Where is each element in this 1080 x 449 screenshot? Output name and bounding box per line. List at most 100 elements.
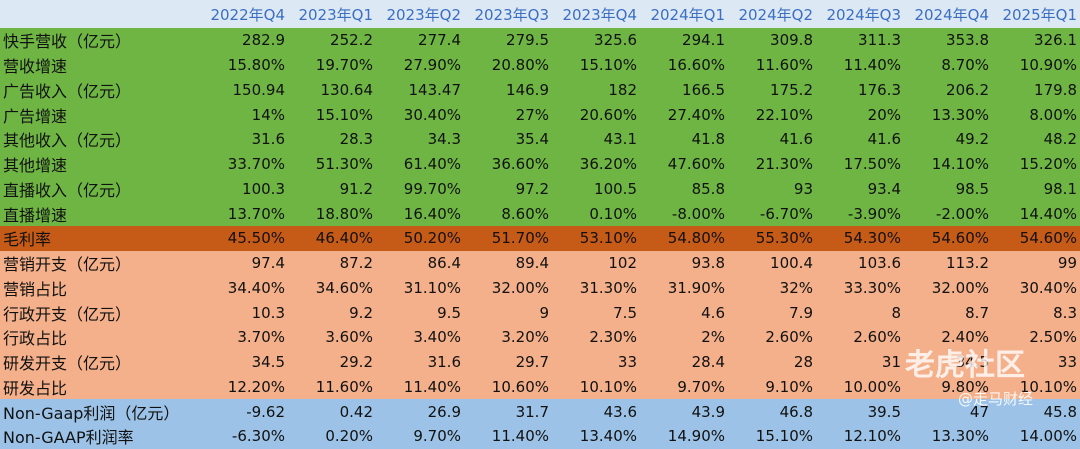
value-cell: 27%	[464, 102, 552, 127]
value-cell: 35.4	[464, 127, 552, 152]
value-cell: 3.60%	[288, 325, 376, 350]
value-cell: 11.60%	[728, 52, 816, 78]
value-cell: 16.40%	[376, 201, 464, 226]
value-cell: 87.2	[288, 250, 376, 276]
value-cell: 99	[992, 250, 1080, 276]
value-cell: 2.60%	[728, 325, 816, 350]
value-cell: 54.60%	[904, 226, 992, 251]
row-label: 其他增速	[0, 151, 200, 177]
value-cell: 9.70%	[640, 374, 728, 400]
value-cell: 27.90%	[376, 52, 464, 78]
value-cell: 36.60%	[464, 151, 552, 177]
table-row: 毛利率 45.50% 46.40% 50.20% 51.70% 53.10% 54.80% 5…	[0, 226, 1080, 251]
value-cell: 325.6	[552, 28, 640, 53]
value-cell: 34.3	[376, 127, 464, 152]
value-cell: 41.8	[640, 127, 728, 152]
value-cell: 19.70%	[288, 52, 376, 78]
value-cell: 15.10%	[288, 102, 376, 127]
watermark-account: @走马财经	[958, 390, 1034, 408]
value-cell: 20%	[816, 102, 904, 127]
value-cell: 11.40%	[816, 52, 904, 78]
value-cell: 45.50%	[200, 226, 288, 251]
value-cell: 85.8	[640, 176, 728, 202]
value-cell: 4.6	[640, 300, 728, 325]
value-cell: 3.40%	[376, 325, 464, 350]
table-row: 广告收入（亿元） 150.94 130.64 143.47 146.9 182 166.5 1…	[0, 77, 1080, 103]
row-label: 行政开支（亿元）	[0, 300, 200, 325]
table-row: 行政开支（亿元） 10.3 9.2 9.5 9 7.5 4.6 7.9 8 8.7 8.3	[0, 300, 1080, 325]
value-cell: 54.80%	[640, 226, 728, 251]
value-cell: 28.3	[288, 127, 376, 152]
value-cell: 46.40%	[288, 226, 376, 251]
header-cell: 2023年Q4	[552, 0, 640, 28]
value-cell: 13.70%	[200, 201, 288, 226]
value-cell: 49.2	[904, 127, 992, 152]
value-cell: 326.1	[992, 28, 1080, 53]
row-label: 营销占比	[0, 275, 200, 301]
table-row: 广告增速 14% 15.10% 30.40% 27% 20.60% 27.40% 22.10%…	[0, 102, 1080, 127]
value-cell: 47	[904, 399, 992, 424]
value-cell: -6.70%	[728, 201, 816, 226]
value-cell: 2%	[640, 325, 728, 350]
header-cell: 2023年Q2	[376, 0, 464, 28]
value-cell: 279.5	[464, 28, 552, 53]
row-label: 毛利率	[0, 226, 200, 251]
value-cell: 282.9	[200, 28, 288, 53]
value-cell: 31	[816, 349, 904, 375]
table-row: 研发开支（亿元） 34.5 29.2 31.6 29.7 33 28.4 28 31 34.5 33	[0, 349, 1080, 375]
value-cell: 0.10%	[552, 201, 640, 226]
value-cell: 14%	[200, 102, 288, 127]
header-cell: 2025年Q1	[992, 0, 1080, 28]
row-label: 广告增速	[0, 102, 200, 127]
table-row: Non-GAAP利润率 -6.30% 0.20% 9.70% 11.40% 13.40% 1…	[0, 424, 1080, 449]
value-cell: 26.9	[376, 399, 464, 424]
table-row: 直播增速 13.70% 18.80% 16.40% 8.60% 0.10% -8.00% -6…	[0, 201, 1080, 226]
value-cell: -3.90%	[816, 201, 904, 226]
value-cell: 31.6	[200, 127, 288, 152]
value-cell: 2.60%	[816, 325, 904, 350]
value-cell: 8.00%	[992, 102, 1080, 127]
value-cell: 93.8	[640, 250, 728, 276]
value-cell: 43.9	[640, 399, 728, 424]
value-cell: 45.8	[992, 399, 1080, 424]
value-cell: 17.50%	[816, 151, 904, 177]
value-cell: 34.5	[904, 349, 992, 375]
value-cell: 12.20%	[200, 374, 288, 400]
value-cell: 9.10%	[728, 374, 816, 400]
value-cell: 33.70%	[200, 151, 288, 177]
header-cell: 2024年Q2	[728, 0, 816, 28]
value-cell: 41.6	[728, 127, 816, 152]
value-cell: 93	[728, 176, 816, 202]
value-cell: 47.60%	[640, 151, 728, 177]
value-cell: 146.9	[464, 77, 552, 103]
value-cell: 20.80%	[464, 52, 552, 78]
value-cell: 8	[816, 300, 904, 325]
value-cell: 32%	[728, 275, 816, 301]
value-cell: 30.40%	[992, 275, 1080, 301]
value-cell: -9.62	[200, 399, 288, 424]
value-cell: 53.10%	[552, 226, 640, 251]
value-cell: -6.30%	[200, 424, 288, 449]
value-cell: 10.10%	[992, 374, 1080, 400]
value-cell: 36.20%	[552, 151, 640, 177]
value-cell: 102	[552, 250, 640, 276]
value-cell: 10.60%	[464, 374, 552, 400]
value-cell: 34.5	[200, 349, 288, 375]
value-cell: 8.7	[904, 300, 992, 325]
value-cell: 113.2	[904, 250, 992, 276]
value-cell: 176.3	[816, 77, 904, 103]
value-cell: 97.4	[200, 250, 288, 276]
row-label: 行政占比	[0, 325, 200, 350]
value-cell: 16.60%	[640, 52, 728, 78]
value-cell: 99.70%	[376, 176, 464, 202]
value-cell: -8.00%	[640, 201, 728, 226]
header-cell: 2023年Q1	[288, 0, 376, 28]
value-cell: 2.40%	[904, 325, 992, 350]
value-cell: 353.8	[904, 28, 992, 53]
value-cell: 22.10%	[728, 102, 816, 127]
value-cell: 43.6	[552, 399, 640, 424]
table-row: 营销占比 34.40% 34.60% 31.10% 32.00% 31.30% 31.90%…	[0, 275, 1080, 301]
value-cell: 175.2	[728, 77, 816, 103]
value-cell: 9.2	[288, 300, 376, 325]
